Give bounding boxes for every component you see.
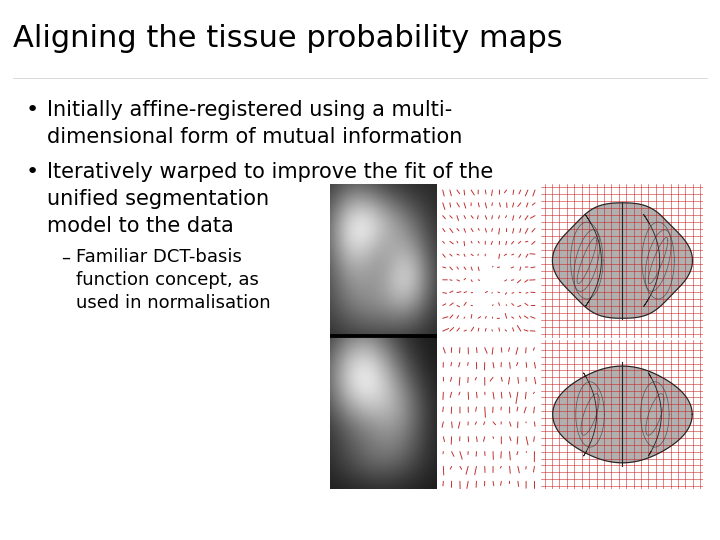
Text: •: • — [25, 100, 38, 120]
Text: –: – — [61, 248, 71, 266]
Text: Aligning the tissue probability maps: Aligning the tissue probability maps — [13, 24, 562, 53]
Text: Familiar DCT-basis: Familiar DCT-basis — [76, 248, 241, 266]
Text: used in normalisation: used in normalisation — [76, 294, 270, 312]
Text: unified segmentation: unified segmentation — [47, 189, 269, 209]
Text: dimensional form of mutual information: dimensional form of mutual information — [47, 127, 462, 147]
Text: Initially affine-registered using a multi-: Initially affine-registered using a mult… — [47, 100, 452, 120]
Text: •: • — [25, 162, 38, 182]
Polygon shape — [553, 366, 692, 463]
Text: Iteratively warped to improve the fit of the: Iteratively warped to improve the fit of… — [47, 162, 493, 182]
Polygon shape — [552, 203, 693, 318]
Text: model to the data: model to the data — [47, 216, 233, 236]
Text: function concept, as: function concept, as — [76, 271, 258, 289]
